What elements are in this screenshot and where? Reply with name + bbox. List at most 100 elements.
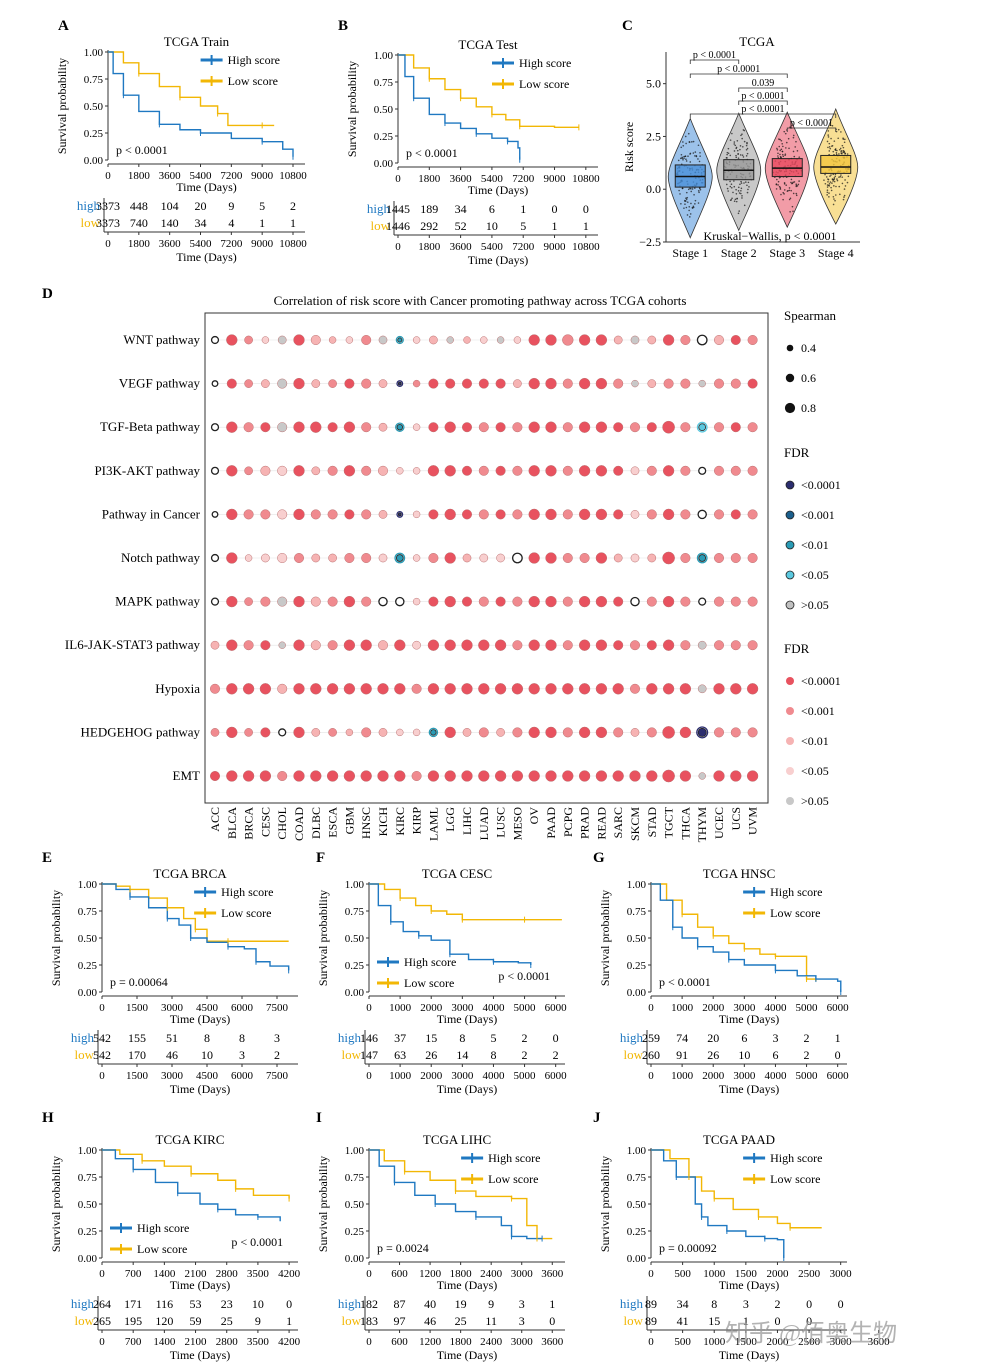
y-axis-label: Survival probability: [49, 1156, 63, 1252]
dotplot-point-neg: [397, 512, 402, 517]
km-panel-paad: TCGA PAAD 1.00 0.75 0.50 0.25 0.00 Survival pr…: [598, 1132, 890, 1362]
dotplot-point: [698, 466, 707, 475]
jitter-point: [743, 204, 746, 207]
risk-low-count: 2: [804, 1048, 810, 1062]
risk-low-count: 260: [642, 1048, 660, 1062]
dotplot-point: [646, 596, 657, 607]
risk-high-count: 20: [707, 1031, 719, 1045]
jitter-point: [795, 183, 798, 186]
dotplot-point: [344, 553, 355, 563]
x-tick-label: 0: [395, 173, 401, 185]
jitter-point: [832, 203, 835, 206]
dotplot-point: [293, 334, 305, 346]
risk-high-count: 9: [228, 199, 234, 213]
dotplot-col-label: PAAD: [544, 807, 558, 839]
jitter-point: [788, 187, 791, 189]
dotplot-point: [714, 509, 724, 520]
legend-fdr-pos-dot: [786, 737, 794, 745]
risk-low-count: 0: [549, 1314, 555, 1328]
dotplot-point: [630, 466, 640, 476]
dotplot-point: [478, 770, 490, 782]
y-tick-label: 0.25: [78, 960, 98, 972]
dotplot-point: [662, 508, 675, 521]
legend-fdr-neg-dot: [785, 480, 795, 490]
dotplot-col-label: ESCA: [326, 807, 340, 838]
risk-low-label: low: [75, 1313, 95, 1328]
dotplot-point: [579, 553, 590, 563]
pathway-dotplot: Correlation of risk score with Cancer pr…: [65, 293, 841, 842]
x-axis-label: Time (Days): [176, 180, 237, 194]
risk-x-tick-label: 3000: [733, 1070, 756, 1082]
dotplot-point: [278, 641, 286, 649]
x-tick-label: 2000: [702, 1002, 725, 1014]
jitter-point: [733, 150, 736, 152]
risk-low-label: low: [81, 215, 101, 230]
jitter-point: [846, 153, 849, 155]
boxplot-title: TCGA: [739, 34, 775, 49]
dotplot-point: [343, 770, 356, 782]
dotplot-point: [412, 336, 421, 344]
legend-high-label: High score: [137, 1221, 189, 1235]
risk-x-tick-label: 700: [125, 1336, 142, 1348]
risk-low-count: 15: [708, 1314, 720, 1328]
dotplot-col-label: SARC: [611, 807, 625, 838]
x-axis-label: Time (Days): [468, 183, 529, 197]
dotplot-point: [343, 465, 356, 477]
jitter-point: [830, 137, 832, 140]
risk-high-count: 3: [274, 1031, 280, 1045]
jitter-point: [781, 150, 784, 153]
risk-x-tick-label: 1000: [389, 1070, 412, 1082]
risk-high-label: high: [367, 201, 391, 216]
jitter-point: [738, 210, 740, 212]
jitter-point: [826, 194, 828, 196]
dotplot-point: [293, 770, 305, 782]
jitter-point: [686, 201, 689, 203]
dotplot-point: [244, 466, 253, 476]
risk-high-label: high: [71, 1030, 95, 1045]
dotplot-point: [462, 728, 472, 737]
dotplot-point: [210, 597, 220, 606]
jitter-point: [779, 138, 781, 141]
dotplot-point: [545, 334, 557, 346]
x-tick-label: 0: [105, 170, 111, 182]
jitter-point: [842, 198, 845, 201]
jitter-point: [791, 205, 794, 208]
p-value-label: p = 0.0024: [377, 1241, 429, 1255]
y-axis-label: Survival probability: [316, 890, 330, 986]
p-value-label: p < 0.0001: [406, 146, 458, 160]
jitter-point: [790, 181, 792, 184]
jitter-point: [682, 158, 684, 161]
jitter-point: [788, 147, 790, 150]
risk-x-tick-label: 0: [105, 238, 111, 250]
jitter-point: [796, 150, 799, 152]
legend-fdr-neg-label: >0.05: [801, 598, 829, 612]
high-score-curve: [369, 883, 532, 965]
legend-fdr-neg-label: <0.05: [801, 568, 829, 582]
dotplot-point: [747, 422, 758, 433]
risk-x-tick-label: 3600: [868, 1336, 891, 1348]
legend-size-label: 0.4: [801, 341, 816, 355]
dotplot-point: [528, 377, 540, 390]
dotplot-point: [545, 770, 557, 782]
dotplot-point: [578, 377, 591, 390]
jitter-point: [784, 132, 787, 135]
jitter-point: [778, 176, 781, 179]
boxplot-category-label: Stage 2: [721, 246, 757, 260]
jitter-point: [699, 155, 701, 157]
risk-low-count: 170: [128, 1048, 146, 1062]
dotplot-point: [647, 379, 657, 388]
dotplot-point: [697, 509, 707, 520]
dotplot-point: [343, 683, 356, 695]
risk-x-tick-label: 9000: [544, 241, 567, 253]
dotplot-point: [613, 465, 624, 476]
dotplot-col-label: UVM: [746, 807, 760, 835]
x-axis-label: Time (Days): [719, 1012, 780, 1026]
dotplot-point: [345, 728, 354, 737]
y-tick-label: 0.50: [627, 933, 647, 945]
p-value-label: p = 0.00064: [110, 975, 168, 989]
dotplot-point: [479, 553, 489, 563]
dotplot-point: [680, 509, 691, 520]
y-tick-label: 0.75: [345, 906, 365, 918]
comparison-bracket: [689, 73, 788, 78]
dotplot-point: [698, 597, 707, 606]
